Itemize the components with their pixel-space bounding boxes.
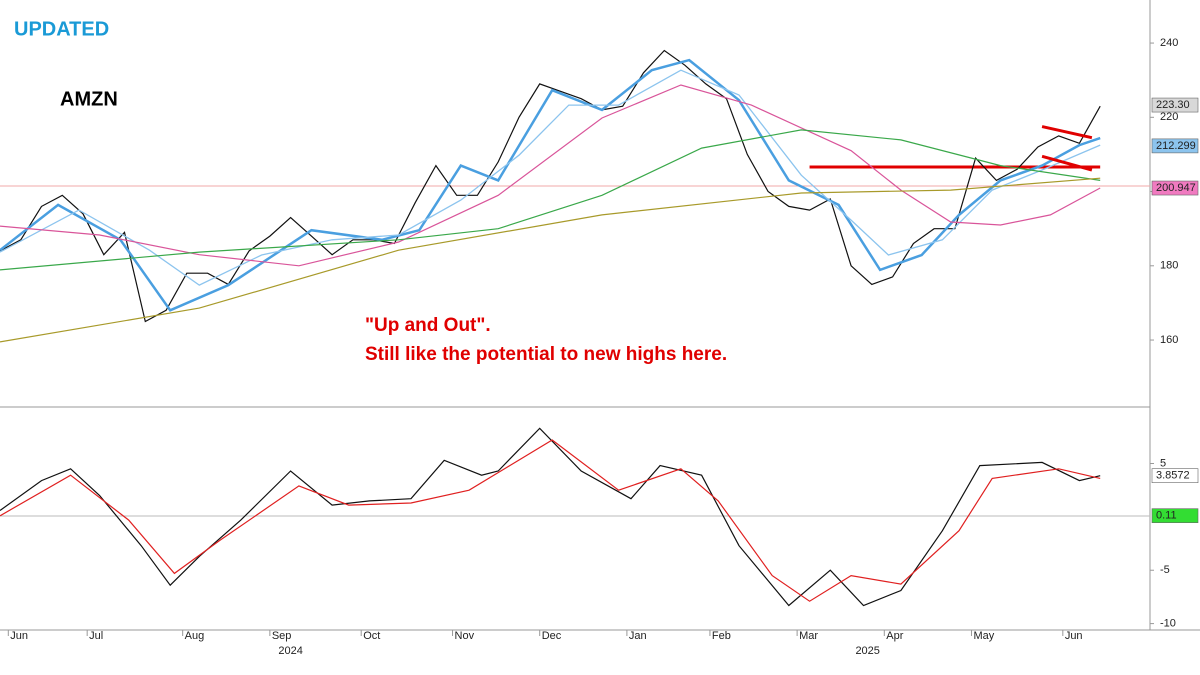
y-tick-label: 220: [1160, 111, 1178, 123]
x-tick-label: Jan: [629, 630, 647, 642]
subtitle: UPDATED: [14, 18, 109, 40]
x-tick-label: Jun: [1065, 630, 1083, 642]
annotation: Still like the potential to new highs he…: [365, 344, 727, 365]
year-label: 2025: [855, 645, 879, 657]
trendline: [1041, 125, 1093, 140]
series-line: [0, 58, 1101, 312]
x-tick-label: Jun: [10, 630, 28, 642]
annotation: "Up and Out".: [365, 315, 491, 336]
y-tick-label: 240: [1160, 37, 1178, 49]
x-tick-label: Oct: [363, 630, 380, 642]
price-label-box: [1151, 138, 1199, 154]
x-tick-label: Aug: [185, 630, 205, 642]
series-line: [0, 439, 1101, 602]
chart-title: AMZN: [60, 88, 118, 110]
price-label-box: [1151, 508, 1199, 523]
y-tick-label: 160: [1160, 334, 1178, 346]
x-tick-label: May: [973, 630, 994, 642]
series-line: [0, 69, 1101, 286]
x-tick-label: Mar: [799, 630, 818, 642]
y-tick-label: 5: [1160, 457, 1166, 469]
trendline: [1041, 154, 1093, 172]
x-tick-label: Dec: [542, 630, 562, 642]
price-label: 223.30: [1156, 99, 1190, 111]
price-label: 3.8572: [1156, 470, 1190, 482]
y-tick-label: -5: [1160, 564, 1170, 576]
price-label: 200.947: [1156, 182, 1196, 194]
y-tick-label: 180: [1160, 260, 1178, 272]
year-label: 2024: [278, 645, 302, 657]
x-tick-label: Jul: [89, 630, 103, 642]
x-tick-label: Sep: [272, 630, 292, 642]
y-tick-label: -10: [1160, 618, 1176, 630]
series-line: [0, 427, 1101, 607]
x-tick-label: Apr: [886, 630, 903, 642]
series-line: [0, 129, 1101, 271]
price-label: 212.299: [1156, 140, 1196, 152]
price-label-box: [1151, 97, 1199, 113]
series-line: [0, 49, 1101, 323]
x-tick-label: Nov: [455, 630, 475, 642]
x-tick-label: Feb: [712, 630, 731, 642]
price-label-box: [1151, 468, 1199, 483]
price-label-box: [1151, 180, 1199, 196]
series-line: [0, 177, 1101, 343]
series-line: [0, 84, 1101, 267]
price-label: 0.11: [1156, 510, 1177, 522]
